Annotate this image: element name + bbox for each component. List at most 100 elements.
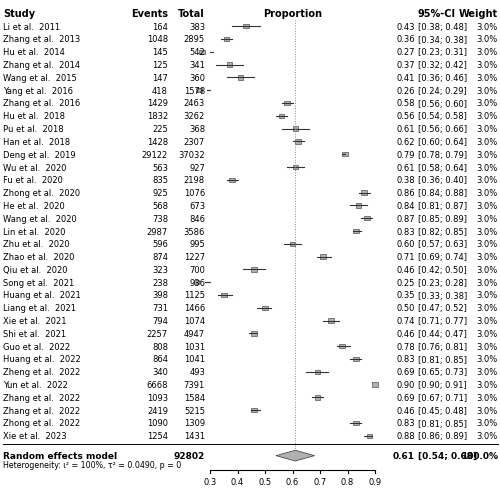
Text: Deng et al.  2019: Deng et al. 2019 — [3, 150, 76, 160]
Text: 1428: 1428 — [147, 138, 168, 146]
Text: 596: 596 — [152, 240, 168, 249]
Text: 3.0%: 3.0% — [477, 61, 498, 70]
Text: 147: 147 — [152, 74, 168, 83]
Text: 0.8: 0.8 — [341, 477, 354, 486]
Text: Guo et al.  2022: Guo et al. 2022 — [3, 342, 70, 351]
Bar — [196, 89, 202, 93]
Text: Study: Study — [3, 9, 35, 20]
Bar — [364, 217, 370, 221]
Text: [0.67; 0.71]: [0.67; 0.71] — [418, 393, 467, 402]
Text: [0.33; 0.38]: [0.33; 0.38] — [418, 291, 467, 300]
Bar — [320, 255, 326, 259]
Text: [0.38; 0.48]: [0.38; 0.48] — [418, 22, 467, 32]
Text: 1074: 1074 — [184, 316, 205, 325]
Text: 794: 794 — [152, 316, 168, 325]
Text: 0.6: 0.6 — [286, 477, 299, 486]
Text: 6668: 6668 — [146, 380, 168, 389]
Bar — [238, 76, 243, 81]
Text: 2987: 2987 — [147, 227, 168, 236]
Text: 360: 360 — [189, 74, 205, 83]
Text: 3.0%: 3.0% — [477, 150, 498, 160]
Text: [0.81; 0.85]: [0.81; 0.85] — [418, 419, 467, 427]
Bar — [292, 165, 298, 170]
Text: 3.0%: 3.0% — [477, 112, 498, 121]
Text: 2307: 2307 — [184, 138, 205, 146]
Text: 927: 927 — [189, 163, 205, 172]
Text: 340: 340 — [152, 367, 168, 377]
Text: 164: 164 — [152, 22, 168, 32]
Text: 0.43: 0.43 — [396, 22, 415, 32]
Bar — [221, 293, 226, 298]
Text: Lin et al.  2020: Lin et al. 2020 — [3, 227, 66, 236]
Text: [0.45; 0.48]: [0.45; 0.48] — [418, 406, 467, 415]
Text: [0.36; 0.46]: [0.36; 0.46] — [418, 74, 467, 83]
Text: [0.57; 0.63]: [0.57; 0.63] — [418, 240, 467, 249]
Text: Huang et al.  2022: Huang et al. 2022 — [3, 355, 81, 364]
Text: Zhong et al.  2022: Zhong et al. 2022 — [3, 419, 80, 427]
Text: 323: 323 — [152, 265, 168, 274]
Bar — [199, 50, 204, 55]
Bar — [290, 242, 295, 246]
Text: 0.27: 0.27 — [396, 48, 415, 57]
Text: 125: 125 — [152, 61, 168, 70]
Text: 700: 700 — [189, 265, 205, 274]
Text: Yun et al.  2022: Yun et al. 2022 — [3, 380, 68, 389]
Text: 0.90: 0.90 — [396, 380, 415, 389]
Text: 0.35: 0.35 — [396, 291, 415, 300]
Bar — [229, 178, 235, 183]
Text: 1031: 1031 — [184, 342, 205, 351]
Text: 3.0%: 3.0% — [477, 202, 498, 210]
Text: [0.90; 0.91]: [0.90; 0.91] — [418, 380, 467, 389]
Text: 29122: 29122 — [142, 150, 168, 160]
Bar — [252, 331, 257, 336]
Text: 0.62: 0.62 — [396, 138, 415, 146]
Text: 1093: 1093 — [147, 393, 168, 402]
Text: [0.56; 0.66]: [0.56; 0.66] — [418, 125, 467, 134]
Text: 3.0%: 3.0% — [477, 316, 498, 325]
Text: He et al.  2020: He et al. 2020 — [3, 202, 65, 210]
Text: [0.54; 0.58]: [0.54; 0.58] — [418, 112, 467, 121]
Text: [0.69; 0.74]: [0.69; 0.74] — [418, 253, 467, 262]
Text: 3.0%: 3.0% — [477, 291, 498, 300]
Text: 383: 383 — [189, 22, 205, 32]
Bar — [243, 25, 248, 29]
Text: 398: 398 — [152, 291, 168, 300]
Text: Zhang et al.  2022: Zhang et al. 2022 — [3, 406, 80, 415]
Bar — [342, 153, 347, 157]
Text: Qiu et al.  2020: Qiu et al. 2020 — [3, 265, 68, 274]
Text: 0.61: 0.61 — [393, 451, 415, 460]
Text: Random effects model: Random effects model — [3, 451, 117, 460]
Text: 673: 673 — [189, 202, 205, 210]
Text: 1431: 1431 — [184, 431, 205, 440]
Text: 0.58: 0.58 — [396, 99, 415, 108]
Text: 3.0%: 3.0% — [477, 393, 498, 402]
Text: Shi et al.  2021: Shi et al. 2021 — [3, 329, 66, 338]
Bar — [226, 63, 232, 68]
Text: [0.81; 0.85]: [0.81; 0.85] — [418, 355, 467, 364]
Text: 3.0%: 3.0% — [477, 265, 498, 274]
Text: 2198: 2198 — [184, 176, 205, 185]
Text: 418: 418 — [152, 86, 168, 96]
Text: Han et al.  2018: Han et al. 2018 — [3, 138, 70, 146]
Bar — [356, 203, 361, 208]
Text: Liang et al.  2021: Liang et al. 2021 — [3, 304, 76, 313]
Text: 0.79: 0.79 — [396, 150, 415, 160]
Text: 846: 846 — [189, 214, 205, 223]
Bar — [367, 434, 372, 438]
Text: 3.0%: 3.0% — [477, 138, 498, 146]
Text: 3262: 3262 — [184, 112, 205, 121]
Text: [0.85; 0.89]: [0.85; 0.89] — [418, 214, 467, 223]
Text: Fu et al.  2020: Fu et al. 2020 — [3, 176, 63, 185]
Text: 0.3: 0.3 — [204, 477, 216, 486]
Text: 0.74: 0.74 — [396, 316, 415, 325]
Text: Proportion: Proportion — [263, 9, 322, 20]
Text: Yang et al.  2016: Yang et al. 2016 — [3, 86, 73, 96]
Bar — [252, 267, 257, 272]
Text: Zhao et al.  2020: Zhao et al. 2020 — [3, 253, 74, 262]
Text: [0.36; 0.40]: [0.36; 0.40] — [418, 176, 467, 185]
Text: 341: 341 — [189, 61, 205, 70]
Text: 0.36: 0.36 — [396, 36, 415, 44]
Text: 3.0%: 3.0% — [477, 125, 498, 134]
Text: 0.46: 0.46 — [396, 265, 415, 274]
Text: Wang et al.  2020: Wang et al. 2020 — [3, 214, 77, 223]
